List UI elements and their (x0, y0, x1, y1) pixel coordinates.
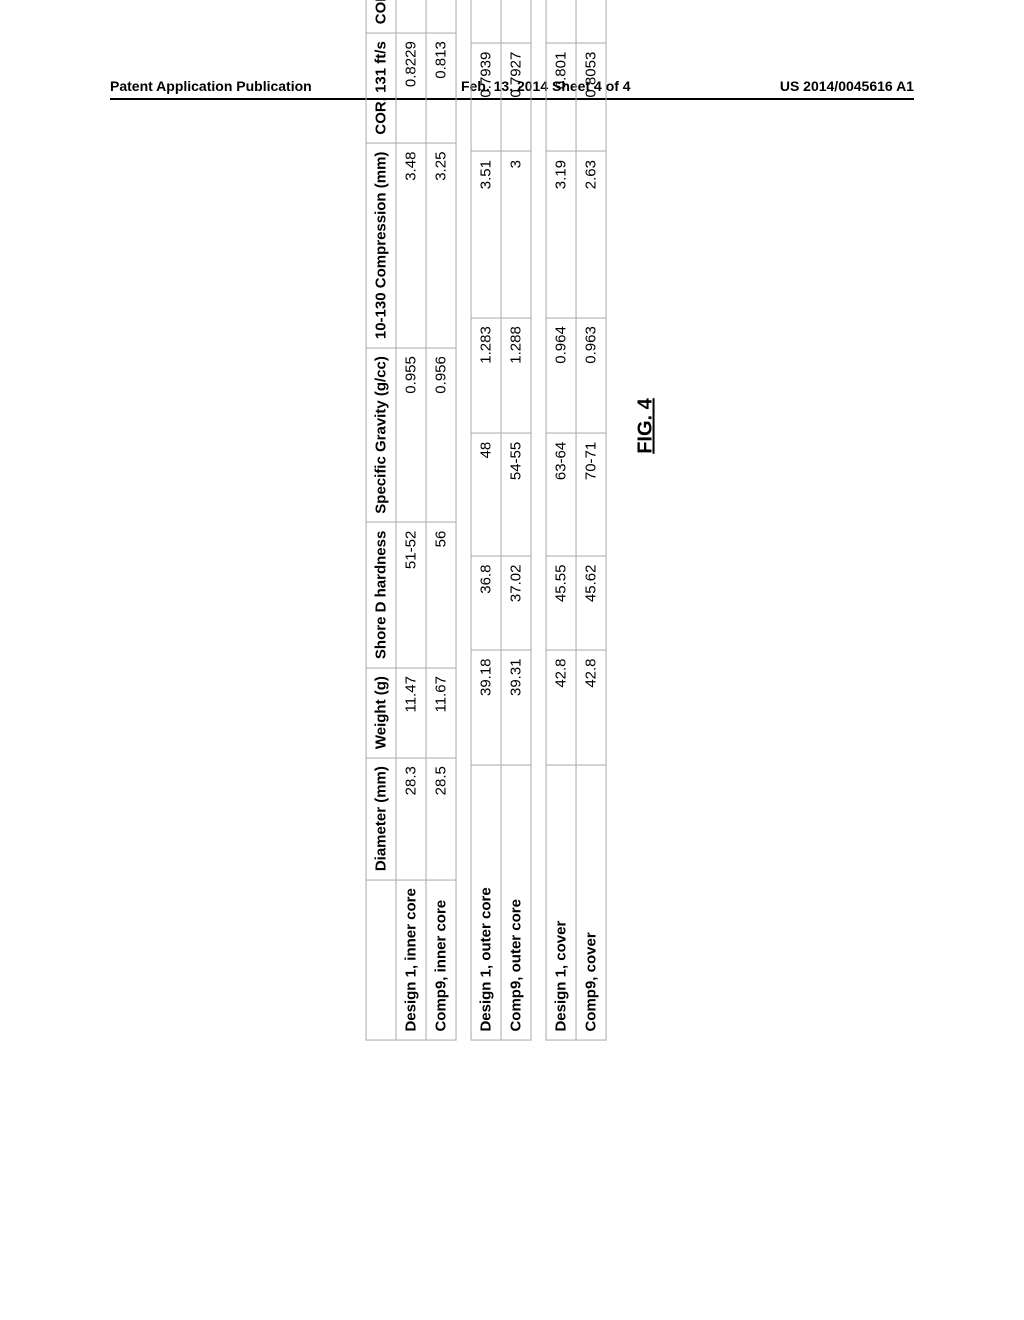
cell-shore-d: 54-55 (502, 433, 532, 556)
cell-specific-gravity: 1.288 (502, 318, 532, 434)
cell-compression: 3 (502, 152, 532, 318)
row-label: Design 1, inner core (397, 880, 427, 1040)
cell-shore-d: 51-52 (397, 522, 427, 667)
col-header-cor-140: COR, 140 ft/s (367, 0, 397, 33)
table-container: Diameter (mm) Weight (g) Shore D hardnes… (366, 0, 607, 1041)
cell-weight: 36.8 (472, 556, 502, 650)
cell-compression: 3.19 (547, 152, 577, 318)
rotated-figure: Diameter (mm) Weight (g) Shore D hardnes… (366, 0, 658, 1041)
cell-cor-131: 0.801 (547, 43, 577, 151)
content-area: Diameter (mm) Weight (g) Shore D hardnes… (0, 280, 1024, 572)
cell-cor-131: 0.8053 (577, 43, 607, 151)
cell-diameter: 39.31 (502, 650, 532, 766)
cell-cor-140: 0.7871 (547, 0, 577, 43)
data-table-group-3: Design 1, cover 42.8 45.55 63-64 0.964 3… (546, 0, 607, 1041)
col-header-weight: Weight (g) (367, 668, 397, 758)
cell-cor-140: 0.7831 (472, 0, 502, 43)
cell-shore-d: 70-71 (577, 433, 607, 556)
cell-specific-gravity: 0.964 (547, 318, 577, 434)
figure-label: FIG. 4 (635, 0, 658, 1041)
cell-specific-gravity: 1.283 (472, 318, 502, 434)
cell-compression: 3.51 (472, 152, 502, 318)
col-header-shore-d: Shore D hardness (367, 522, 397, 667)
table-row: Comp9, outer core 39.31 37.02 54-55 1.28… (502, 0, 532, 1040)
cell-compression: 3.48 (397, 143, 427, 348)
col-header-cor-131: COR, 131 ft/s (367, 33, 397, 143)
cell-weight: 45.55 (547, 556, 577, 650)
cell-specific-gravity: 0.955 (397, 348, 427, 523)
cell-weight: 11.47 (397, 668, 427, 758)
table-row: Design 1, inner core 28.3 11.47 51-52 0.… (397, 0, 427, 1040)
table-row: Design 1, cover 42.8 45.55 63-64 0.964 3… (547, 0, 577, 1040)
cell-cor-131: 0.7927 (502, 43, 532, 151)
col-header-diameter: Diameter (mm) (367, 758, 397, 880)
header-right: US 2014/0045616 A1 (780, 78, 914, 94)
header-left: Patent Application Publication (110, 78, 312, 94)
cell-shore-d: 56 (427, 522, 457, 667)
col-header-specific-gravity: Specific Gravity (g/cc) (367, 348, 397, 523)
cell-compression: 3.25 (427, 143, 457, 348)
col-header-empty (367, 880, 397, 1040)
cell-specific-gravity: 0.956 (427, 348, 457, 523)
table-row: Comp9, cover 42.8 45.62 70-71 0.963 2.63… (577, 0, 607, 1040)
table-header-row: Diameter (mm) Weight (g) Shore D hardnes… (367, 0, 397, 1040)
row-label: Comp9, inner core (427, 880, 457, 1040)
cell-weight: 45.62 (577, 556, 607, 650)
row-label: Design 1, cover (547, 766, 577, 1041)
row-label: Design 1, outer core (472, 766, 502, 1041)
cell-weight: 37.02 (502, 556, 532, 650)
cell-cor-140: 0.7952 (577, 0, 607, 43)
cell-diameter: 28.3 (397, 758, 427, 880)
data-table-group-1: Diameter (mm) Weight (g) Shore D hardnes… (366, 0, 457, 1041)
cell-cor-131: 0.813 (427, 33, 457, 143)
cell-diameter: 39.18 (472, 650, 502, 766)
cell-cor-131: 0.7939 (472, 43, 502, 151)
cell-diameter: 42.8 (577, 650, 607, 766)
cell-diameter: 28.5 (427, 758, 457, 880)
col-header-compression: 10-130 Compression (mm) (367, 143, 397, 348)
cell-shore-d: 63-64 (547, 433, 577, 556)
cell-compression: 2.63 (577, 152, 607, 318)
cell-weight: 11.67 (427, 668, 457, 758)
cell-diameter: 42.8 (547, 650, 577, 766)
cell-specific-gravity: 0.963 (577, 318, 607, 434)
table-row: Comp9, inner core 28.5 11.67 56 0.956 3.… (427, 0, 457, 1040)
cell-shore-d: 48 (472, 433, 502, 556)
data-table-group-2: Design 1, outer core 39.18 36.8 48 1.283… (471, 0, 532, 1041)
cell-cor-131: 0.8229 (397, 33, 427, 143)
row-label: Comp9, cover (577, 766, 607, 1041)
row-label: Comp9, outer core (502, 766, 532, 1041)
cell-cor-140: 0.8005 (427, 0, 457, 33)
cell-cor-140: 0.782 (502, 0, 532, 43)
table-row: Design 1, outer core 39.18 36.8 48 1.283… (472, 0, 502, 1040)
cell-cor-140: 0.8103 (397, 0, 427, 33)
